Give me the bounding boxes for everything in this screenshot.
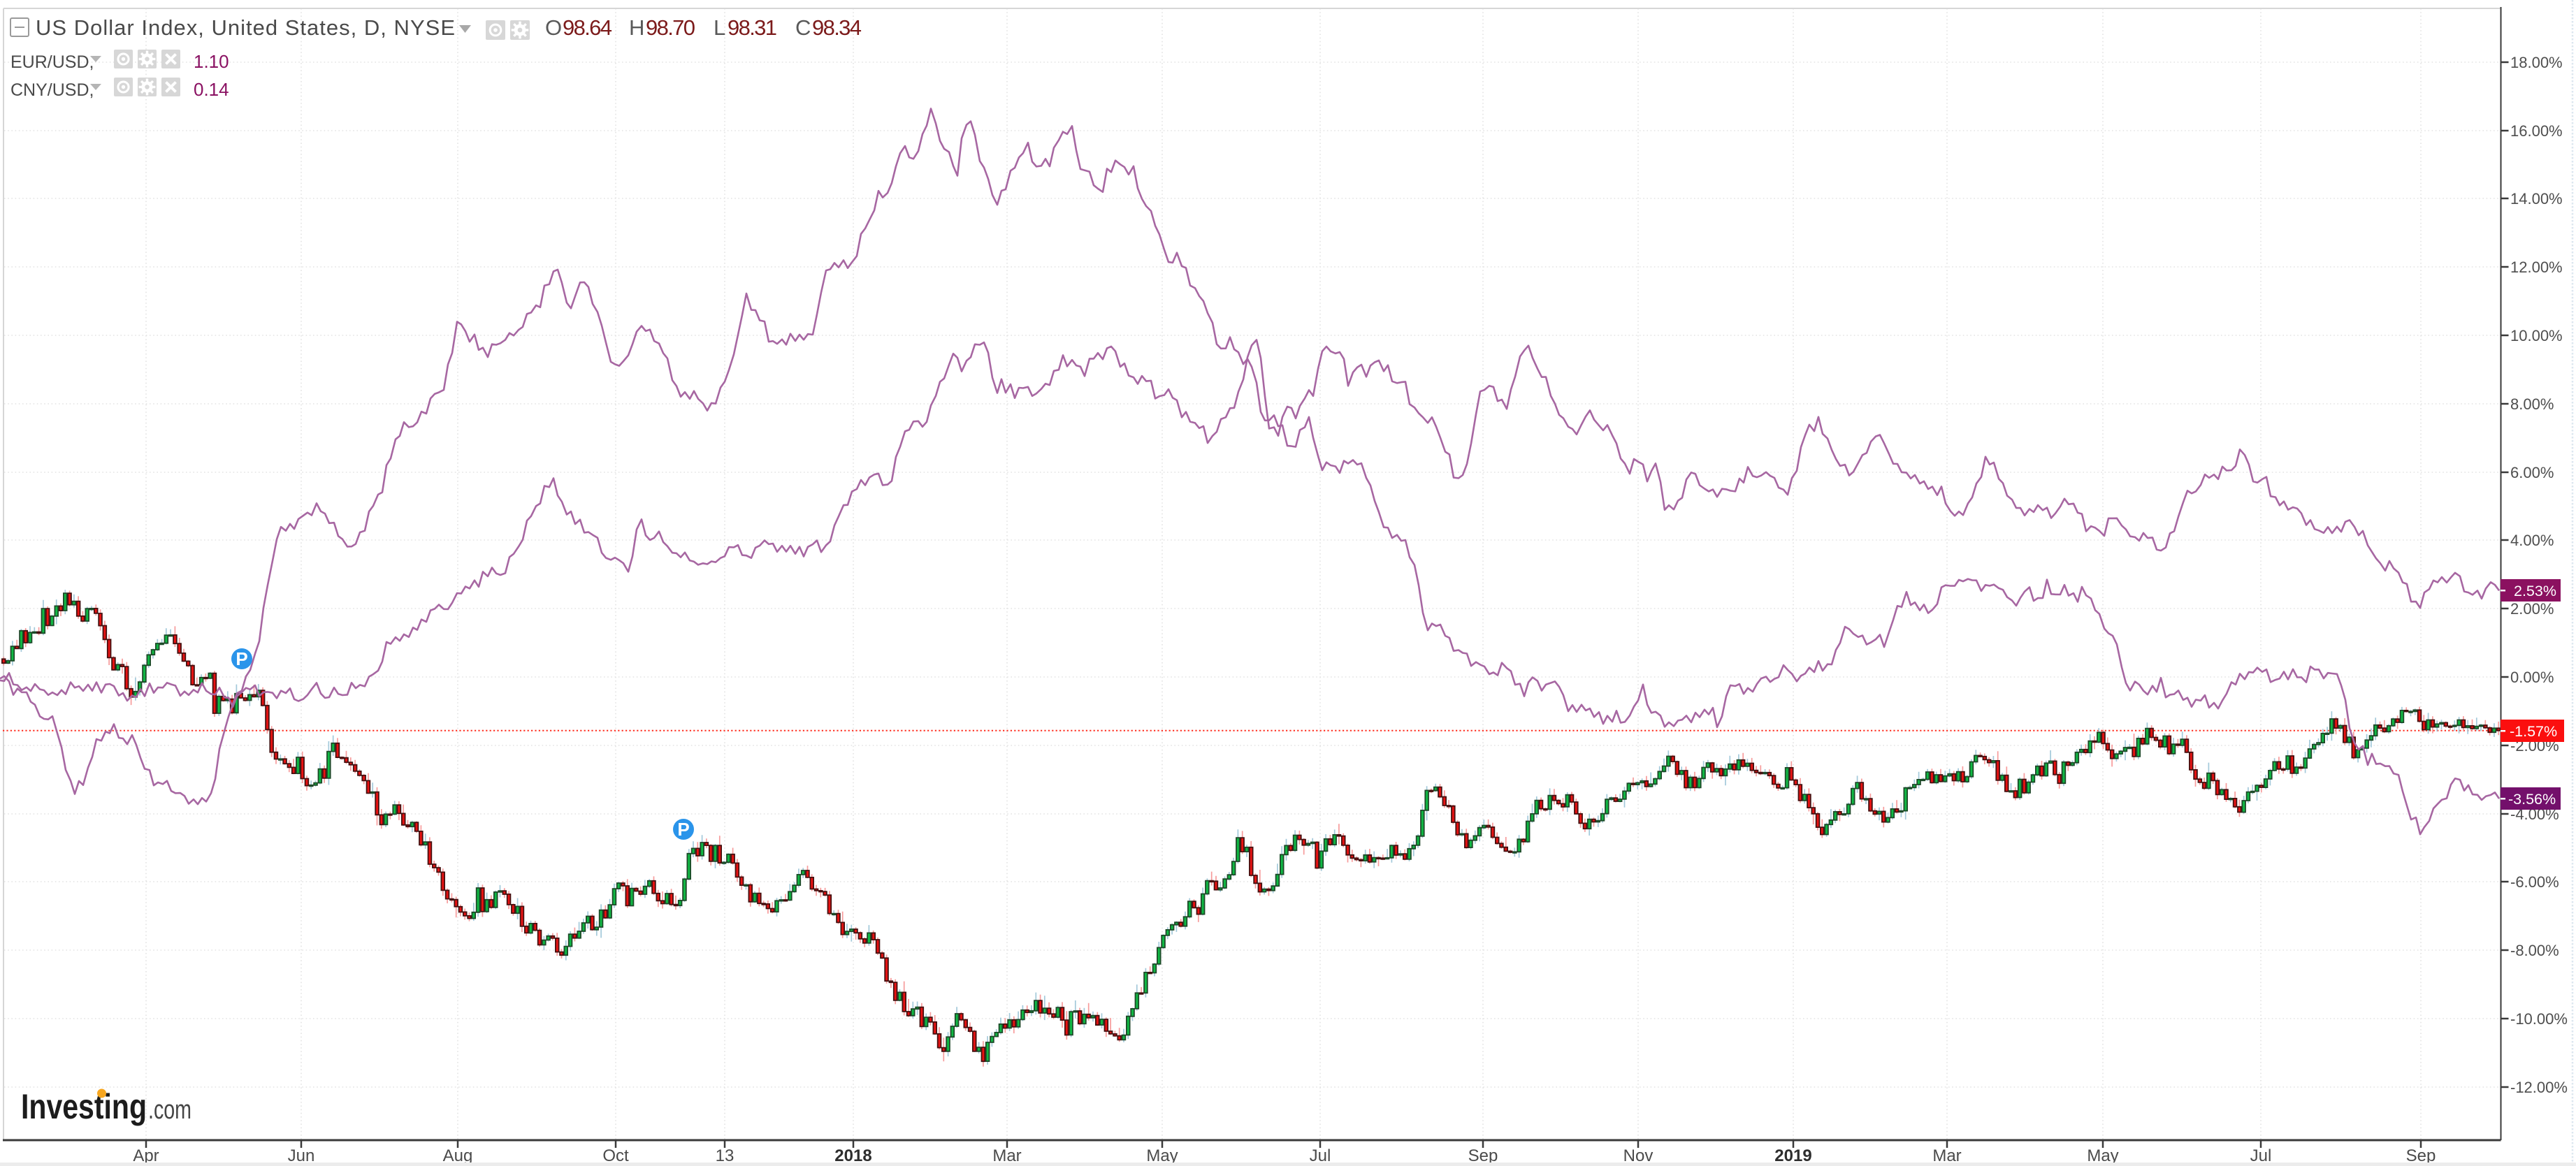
svg-text:-6.00%: -6.00% [2510, 873, 2559, 891]
svg-text:Investing: Investing [21, 1087, 147, 1126]
svg-text:P: P [677, 819, 689, 840]
svg-text:-12.00%: -12.00% [2510, 1079, 2568, 1096]
svg-text:May: May [2087, 1146, 2118, 1165]
svg-text:98.70: 98.70 [646, 15, 695, 40]
svg-text:Sep: Sep [1468, 1146, 1498, 1165]
svg-text:L: L [714, 15, 725, 40]
svg-text:US Dollar Index, United States: US Dollar Index, United States, D, NYSE [36, 15, 455, 40]
svg-text:Nov: Nov [1623, 1146, 1654, 1165]
svg-text:14.00%: 14.00% [2510, 190, 2563, 207]
svg-text:P: P [236, 648, 247, 669]
svg-text:6.00%: 6.00% [2510, 464, 2554, 481]
svg-text:1.10: 1.10 [194, 51, 229, 72]
svg-text:Jul: Jul [1310, 1146, 1331, 1165]
svg-text:-3.56%: -3.56% [2508, 791, 2556, 808]
svg-text:Jul: Jul [2250, 1146, 2272, 1165]
svg-text:10.00%: 10.00% [2510, 327, 2563, 344]
svg-text:8.00%: 8.00% [2510, 395, 2554, 413]
svg-text:12.00%: 12.00% [2510, 258, 2563, 276]
svg-text:Aug: Aug [443, 1146, 473, 1165]
svg-text:16.00%: 16.00% [2510, 122, 2563, 140]
svg-text:Apr: Apr [133, 1146, 159, 1165]
svg-text:Sep: Sep [2406, 1146, 2436, 1165]
svg-text:Mar: Mar [992, 1146, 1021, 1165]
svg-text:98.64: 98.64 [563, 15, 612, 40]
svg-text:-1.57%: -1.57% [2510, 723, 2557, 740]
svg-text:-8.00%: -8.00% [2510, 942, 2559, 959]
svg-text:98.34: 98.34 [812, 15, 862, 40]
svg-text:Mar: Mar [1932, 1146, 1961, 1165]
svg-text:0.14: 0.14 [194, 79, 229, 100]
svg-text:H: H [629, 15, 644, 40]
svg-text:EUR/USD,: EUR/USD, [10, 52, 94, 72]
svg-text:2.00%: 2.00% [2510, 600, 2554, 618]
svg-text:2018: 2018 [834, 1146, 871, 1165]
svg-text:Jun: Jun [288, 1146, 315, 1165]
svg-text:.com: .com [148, 1095, 191, 1125]
svg-text:18.00%: 18.00% [2510, 54, 2563, 71]
svg-text:CNY/USD,: CNY/USD, [10, 80, 94, 100]
svg-text:2.53%: 2.53% [2514, 583, 2556, 599]
svg-text:13: 13 [716, 1146, 735, 1165]
svg-text:C: C [795, 15, 811, 40]
svg-text:-10.00%: -10.00% [2510, 1010, 2568, 1028]
svg-text:4.00%: 4.00% [2510, 532, 2554, 549]
svg-text:98.31: 98.31 [728, 15, 777, 40]
svg-text:O: O [545, 15, 562, 40]
svg-text:2019: 2019 [1774, 1146, 1811, 1165]
svg-text:0.00%: 0.00% [2510, 669, 2554, 686]
svg-text:May: May [1146, 1146, 1178, 1165]
svg-text:Oct: Oct [602, 1146, 629, 1165]
